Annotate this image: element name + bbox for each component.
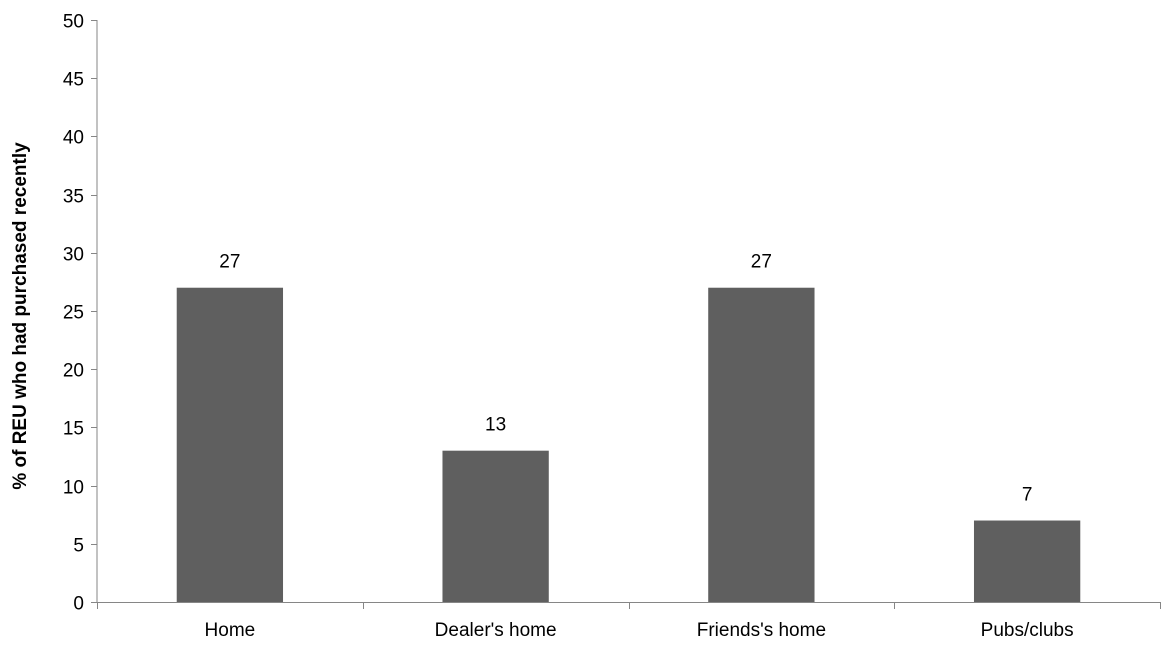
y-tick-label: 15	[63, 419, 84, 440]
data-label-2: 27	[751, 252, 772, 273]
bar-0	[176, 287, 284, 602]
data-label-3: 7	[1022, 485, 1033, 506]
y-tick-label: 0	[73, 594, 84, 615]
data-label-1: 13	[485, 415, 506, 436]
x-category-label-1: Dealer's home	[435, 620, 557, 641]
x-category-label-3: Pubs/clubs	[981, 620, 1074, 641]
x-category-label-0: Home	[205, 620, 256, 641]
y-tick-label: 10	[63, 478, 84, 499]
y-tick-label: 25	[63, 303, 84, 324]
bar-3	[973, 520, 1081, 602]
y-tick-label: 45	[63, 70, 84, 91]
y-axis: 0 5 10 15 20 25 30 35 40 45 50	[63, 12, 98, 615]
y-tick-label: 20	[63, 361, 84, 382]
bar-2	[708, 287, 815, 602]
y-tick-label: 50	[63, 12, 84, 33]
y-axis-title: % of REU who had purchased recently	[10, 142, 31, 490]
x-category-label-2: Friends's home	[697, 620, 826, 641]
y-tick-label: 40	[63, 128, 84, 149]
data-label-0: 27	[219, 252, 240, 273]
bar-1	[442, 450, 549, 602]
y-tick-label: 30	[63, 245, 84, 266]
bars: 27 13 27 7	[176, 252, 1081, 602]
y-tick-label: 35	[63, 187, 84, 208]
x-axis: Home Dealer's home Friends's home Pubs/club…	[97, 602, 1161, 641]
y-tick-label: 5	[73, 536, 84, 557]
